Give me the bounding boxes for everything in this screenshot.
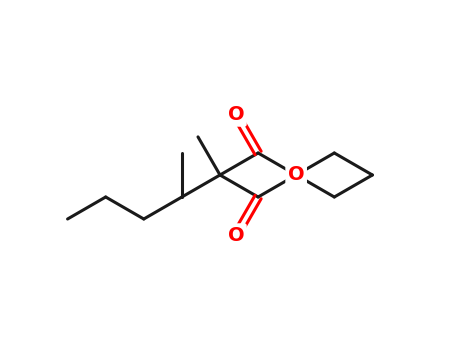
Text: O: O — [228, 105, 244, 124]
Text: O: O — [288, 166, 304, 184]
Text: O: O — [228, 226, 244, 245]
Text: O: O — [288, 166, 304, 184]
